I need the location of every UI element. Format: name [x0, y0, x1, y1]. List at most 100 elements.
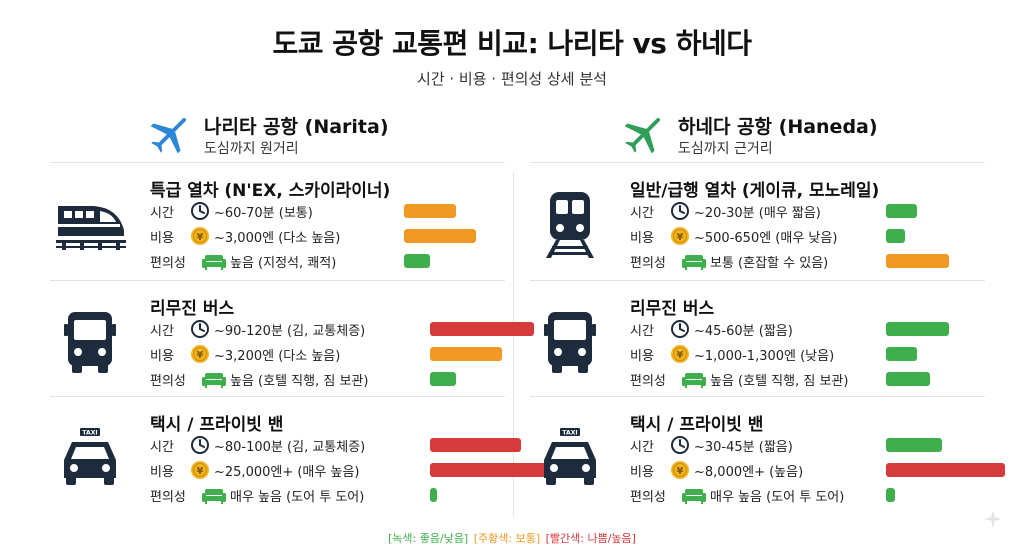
- column-divider: [513, 172, 514, 517]
- taxi-icon: TAXI: [50, 418, 130, 498]
- sofa-icon: [202, 251, 226, 271]
- transport-mode-card: 특급 열차 (N'EX, 스카이라이너) 시간 ~60-70분 (보통) 비용 ¥ ~3,…: [50, 170, 505, 280]
- time-value: ~90-120분 (김, 교통체증): [214, 324, 366, 339]
- time-level-bar: [886, 322, 949, 336]
- svg-text:¥: ¥: [677, 232, 684, 243]
- transport-mode-name: 택시 / 프라이빗 밴: [630, 415, 764, 435]
- time-level-bar: [404, 204, 456, 218]
- svg-text:¥: ¥: [677, 466, 684, 477]
- time-label: 시간: [150, 206, 174, 221]
- time-value: ~45-60분 (짧음): [694, 324, 793, 339]
- airport-header: 하네다 공항 (Haneda) 도심까지 근거리: [530, 100, 980, 162]
- svg-text:¥: ¥: [677, 350, 684, 361]
- yen-coin-icon: ¥: [190, 344, 210, 364]
- conv-row: 편의성 보통 (혼잡할 수 있음): [630, 250, 990, 272]
- conv-row: 편의성 높음 (지정석, 쾌적): [150, 250, 510, 272]
- section-divider: [530, 396, 985, 397]
- conv-label: 편의성: [150, 374, 186, 389]
- conv-label: 편의성: [630, 490, 666, 505]
- legend-green: [녹색: 좋음/낮음]: [388, 532, 469, 545]
- time-row: 시간 ~45-60분 (짧음): [630, 318, 990, 340]
- sparkle-icon: [984, 510, 1002, 528]
- conv-label: 편의성: [150, 490, 186, 505]
- express-train-icon: [50, 184, 130, 264]
- time-row: 시간 ~60-70분 (보통): [150, 200, 510, 222]
- clock-icon: [670, 435, 690, 455]
- airport-distance: 도심까지 근거리: [678, 141, 773, 157]
- cost-value: ~25,000엔+ (매우 높음): [214, 465, 360, 480]
- yen-coin-icon: ¥: [190, 226, 210, 246]
- cost-level-bar: [430, 347, 502, 361]
- transport-mode-card: TAXI 택시 / 프라이빗 밴 시간 ~80-100분 (김, 교통체증) 비용 ¥ ~2…: [50, 404, 547, 514]
- time-row: 시간 ~90-120분 (김, 교통체증): [150, 318, 534, 340]
- time-label: 시간: [630, 206, 654, 221]
- sofa-icon: [682, 369, 706, 389]
- conv-label: 편의성: [630, 374, 666, 389]
- page-title: 도쿄 공항 교통편 비교: 나리타 vs 하네다: [272, 27, 752, 60]
- cost-row: 비용 ¥ ~3,200엔 (다소 높음): [150, 343, 510, 365]
- transport-mode-name: 일반/급행 열차 (게이큐, 모노레일): [630, 181, 880, 201]
- time-level-bar: [430, 322, 534, 336]
- train-icon: [530, 184, 610, 264]
- cost-row: 비용 ¥ ~8,000엔+ (높음): [630, 459, 1005, 481]
- svg-text:¥: ¥: [197, 232, 204, 243]
- time-value: ~30-45분 (짧음): [694, 440, 793, 455]
- section-divider: [530, 162, 985, 163]
- conv-level-bar: [430, 372, 456, 386]
- cost-label: 비용: [630, 231, 654, 246]
- conv-value: 보통 (혼잡할 수 있음): [710, 256, 829, 271]
- transport-mode-name: 리무진 버스: [150, 299, 235, 319]
- sofa-icon: [682, 485, 706, 505]
- cost-label: 비용: [150, 231, 174, 246]
- conv-level-bar: [404, 254, 430, 268]
- airplane-icon: [148, 110, 194, 156]
- cost-value: ~3,200엔 (다소 높음): [214, 349, 341, 364]
- cost-value: ~500-650엔 (매우 낮음): [694, 231, 838, 246]
- section-divider: [50, 280, 505, 281]
- svg-text:TAXI: TAXI: [562, 430, 577, 437]
- cost-row: 비용 ¥ ~1,000-1,300엔 (낮음): [630, 343, 990, 365]
- cost-value: ~8,000엔+ (높음): [694, 465, 804, 480]
- transport-mode-card: 일반/급행 열차 (게이큐, 모노레일) 시간 ~20-30분 (매우 짧음) 비용 ¥…: [530, 170, 985, 280]
- conv-level-bar: [886, 488, 895, 502]
- time-level-bar: [886, 204, 917, 218]
- airplane-icon: [622, 110, 668, 156]
- airport-name: 나리타 공항 (Narita): [204, 116, 389, 138]
- yen-coin-icon: ¥: [190, 460, 210, 480]
- cost-label: 비용: [630, 465, 654, 480]
- time-label: 시간: [150, 324, 174, 339]
- cost-level-bar: [404, 229, 476, 243]
- sofa-icon: [202, 369, 226, 389]
- airport-distance: 도심까지 원거리: [204, 141, 299, 157]
- conv-value: 높음 (지정석, 쾌적): [230, 256, 337, 271]
- conv-label: 편의성: [630, 256, 666, 271]
- cost-label: 비용: [150, 465, 174, 480]
- cost-label: 비용: [150, 349, 174, 364]
- page-subtitle: 시간 · 비용 · 편의성 상세 분석: [417, 70, 607, 88]
- sofa-icon: [202, 485, 226, 505]
- transport-mode-card: TAXI 택시 / 프라이빗 밴 시간 ~30-45분 (짧음) 비용 ¥ ~8,000엔+…: [530, 404, 1005, 514]
- cost-row: 비용 ¥ ~3,000엔 (다소 높음): [150, 225, 510, 247]
- transport-mode-card: 리무진 버스 시간 ~45-60분 (짧음) 비용 ¥ ~1,000-1,300엔 (낮음…: [530, 288, 985, 398]
- svg-text:¥: ¥: [197, 466, 204, 477]
- narita-column: 나리타 공항 (Narita) 도심까지 원거리 특급 열차 (N'EX, 스카이라…: [50, 100, 547, 505]
- color-legend: [녹색: 좋음/낮음] [주황색: 보통] [빨간색: 나쁨/높음]: [0, 530, 1024, 546]
- conv-value: 매우 높음 (도어 투 도어): [230, 490, 365, 505]
- time-row: 시간 ~20-30분 (매우 짧음): [630, 200, 990, 222]
- time-value: ~20-30분 (매우 짧음): [694, 206, 821, 221]
- conv-row: 편의성 매우 높음 (도어 투 도어): [150, 484, 510, 506]
- transport-mode-name: 리무진 버스: [630, 299, 715, 319]
- cost-level-bar: [886, 347, 917, 361]
- section-divider: [530, 280, 985, 281]
- conv-label: 편의성: [150, 256, 186, 271]
- conv-level-bar: [886, 254, 949, 268]
- cost-value: ~1,000-1,300엔 (낮음): [694, 349, 835, 364]
- bus-icon: [50, 302, 130, 382]
- clock-icon: [190, 319, 210, 339]
- cost-level-bar: [886, 463, 1005, 477]
- clock-icon: [190, 201, 210, 221]
- yen-coin-icon: ¥: [670, 226, 690, 246]
- conv-value: 매우 높음 (도어 투 도어): [710, 490, 845, 505]
- transport-mode-name: 택시 / 프라이빗 밴: [150, 415, 284, 435]
